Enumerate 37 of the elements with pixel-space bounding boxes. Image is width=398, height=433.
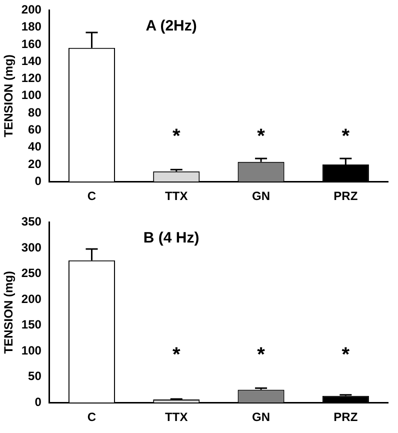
y-tick-label: 100: [21, 343, 42, 358]
x-tick-label: TTX: [165, 189, 188, 204]
text: B (4 Hz): [143, 229, 200, 246]
y-tick-label: 200: [21, 2, 42, 17]
annotation: *: [342, 126, 350, 148]
text: A (2Hz): [146, 17, 197, 34]
y-tick-label: 350: [21, 214, 42, 229]
x-tick-label: C: [87, 189, 96, 204]
annotation: *: [257, 344, 266, 366]
x-tick-label: GN: [252, 189, 270, 204]
y-tick-label: 150: [21, 318, 42, 332]
x-tick-label: PRZ: [334, 410, 358, 424]
y-tick-label: 80: [28, 105, 42, 120]
annotation: *: [342, 344, 350, 366]
y-tick-label: 120: [21, 71, 42, 86]
y-tick-label: 100: [21, 88, 42, 102]
y-tick-label: 50: [28, 369, 42, 384]
x-tick-label: PRZ: [334, 189, 358, 204]
y-axis-title: TENSION (mg): [2, 54, 16, 138]
x-tick-label: C: [87, 410, 96, 424]
y-tick-label: 200: [21, 292, 42, 306]
annotation: *: [257, 126, 266, 148]
y-tick-label: 40: [28, 140, 42, 154]
annotation: *: [172, 344, 180, 366]
annotation: *: [172, 126, 180, 148]
x-tick-label: GN: [252, 410, 270, 424]
y-tick-label: 0: [34, 174, 42, 188]
y-tick-label: 60: [28, 122, 42, 136]
y-tick-label: 250: [21, 266, 42, 280]
y-tick-label: 20: [28, 156, 42, 171]
y-axis-title: TENSION (mg): [2, 271, 16, 354]
y-tick-label: 0: [34, 394, 42, 409]
y-tick-label: 300: [21, 240, 42, 254]
y-tick-label: 140: [21, 54, 42, 68]
x-tick-label: TTX: [165, 410, 188, 424]
y-tick-label: 180: [21, 20, 42, 34]
y-tick-label: 160: [21, 36, 42, 51]
